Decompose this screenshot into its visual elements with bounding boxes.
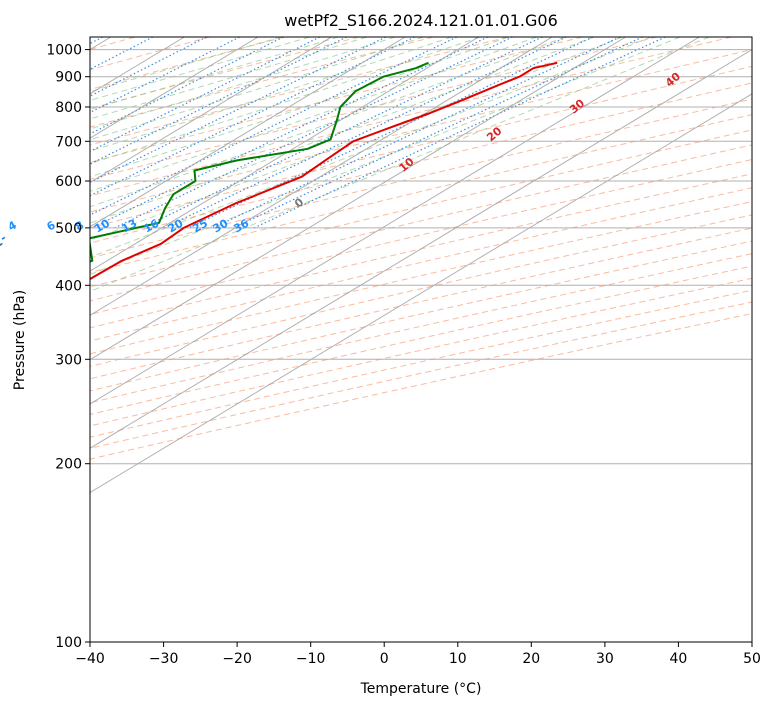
x-tick-label: 20	[522, 651, 540, 667]
mixing-ratio-line	[90, 37, 321, 153]
dry-adiabat-line	[90, 289, 752, 438]
dry-adiabat-line	[90, 49, 752, 213]
dry-adiabat-line	[90, 301, 752, 449]
mixing-ratio-label: 25	[190, 217, 210, 236]
dry-adiabat-line	[90, 37, 210, 71]
y-tick-label: 100	[55, 635, 82, 651]
dry-adiabat-line	[90, 65, 752, 229]
x-tick-label: 40	[669, 651, 687, 667]
mixing-ratio-line	[253, 37, 666, 229]
moist-adiabat-line	[90, 37, 594, 224]
isotherm-line	[90, 37, 259, 139]
mixing-ratio-line	[91, 37, 489, 229]
dry-adiabat-line	[0, 37, 60, 642]
y-tick-label: 400	[55, 278, 82, 294]
dry-adiabat-line	[90, 214, 752, 367]
x-tick-label: −40	[75, 651, 105, 667]
dry-adiabat-line	[90, 37, 359, 110]
x-tick-label: 0	[380, 651, 389, 667]
dry-adiabat-line	[90, 37, 434, 128]
y-tick-label: 600	[55, 174, 82, 190]
x-axis-label: Temperature (°C)	[360, 681, 482, 697]
dry-adiabat-label: 0	[292, 195, 306, 210]
x-tick-label: 10	[449, 651, 467, 667]
mixing-ratio-line	[90, 37, 154, 70]
x-axis-ticks: −40 −30 −20 −10 0 10 20 30 40 50	[75, 642, 761, 667]
y-tick-label: 1000	[46, 43, 82, 59]
y-tick-label: 500	[55, 221, 82, 237]
x-tick-label: −30	[149, 651, 179, 667]
isotherm-line	[90, 37, 406, 228]
temperature-profile-line	[90, 61, 558, 281]
isotherm-line	[90, 37, 479, 272]
x-tick-label: 50	[743, 651, 761, 667]
mixing-ratio-line	[233, 37, 643, 229]
isotherm-line	[90, 48, 752, 449]
isotherm-line	[90, 37, 553, 316]
dry-adiabat-label: 30	[567, 96, 587, 116]
mixing-ratio-line	[141, 37, 543, 229]
plot-frame	[89, 36, 753, 643]
mixing-ratio-line	[90, 37, 386, 184]
chart-title: wetPf2_S166.2024.121.01.01.G06	[284, 11, 558, 31]
dry-adiabat-line	[90, 114, 752, 274]
mixing-ratio-label: 4	[6, 218, 19, 233]
mixing-ratio-line	[90, 37, 240, 114]
isotherm-line	[90, 37, 626, 361]
moist-adiabat-line	[90, 37, 310, 101]
mixing-ratio-line	[90, 37, 347, 165]
x-tick-label: −20	[222, 651, 252, 667]
moist-adiabat-line	[90, 37, 623, 241]
grid-lines	[90, 37, 752, 642]
isotherm-line	[90, 93, 752, 494]
y-axis-ticks: 100 200 300 400 500 600 700 800 900 1000	[46, 43, 90, 651]
series-lines	[90, 61, 558, 281]
isotherm-label: -10	[0, 232, 9, 254]
dry-adiabat-line	[90, 37, 509, 146]
dry-adiabat-line	[90, 187, 752, 342]
mixing-ratio-line	[90, 37, 103, 45]
mixing-ratio-line	[90, 37, 207, 97]
mixing-ratio-line	[212, 37, 621, 229]
isotherm-line	[90, 37, 700, 405]
y-tick-label: 200	[55, 457, 82, 473]
dry-adiabat-line	[90, 313, 752, 460]
dewpoint-profile-line	[90, 61, 429, 263]
dry-adiabat-label: 10	[397, 155, 417, 175]
y-axis-label: Pressure (hPa)	[12, 290, 28, 390]
y-tick-label: 900	[55, 70, 82, 86]
mixing-ratio-line	[90, 37, 415, 197]
mixing-ratio-line	[163, 37, 567, 229]
isotherm-line	[90, 37, 332, 184]
dry-adiabat-line	[90, 201, 752, 355]
moist-adiabat-line	[90, 37, 566, 208]
x-tick-label: 30	[596, 651, 614, 667]
dry-adiabat-line	[90, 129, 752, 288]
x-tick-label: −10	[296, 651, 326, 667]
dry-adiabat-line	[90, 37, 583, 163]
mixing-ratio-line	[90, 37, 457, 216]
y-tick-label: 300	[55, 352, 82, 368]
y-tick-label: 700	[55, 134, 82, 150]
y-tick-label: 800	[55, 100, 82, 116]
mixing-ratio-line	[90, 37, 284, 135]
dry-adiabat-line	[90, 277, 752, 427]
